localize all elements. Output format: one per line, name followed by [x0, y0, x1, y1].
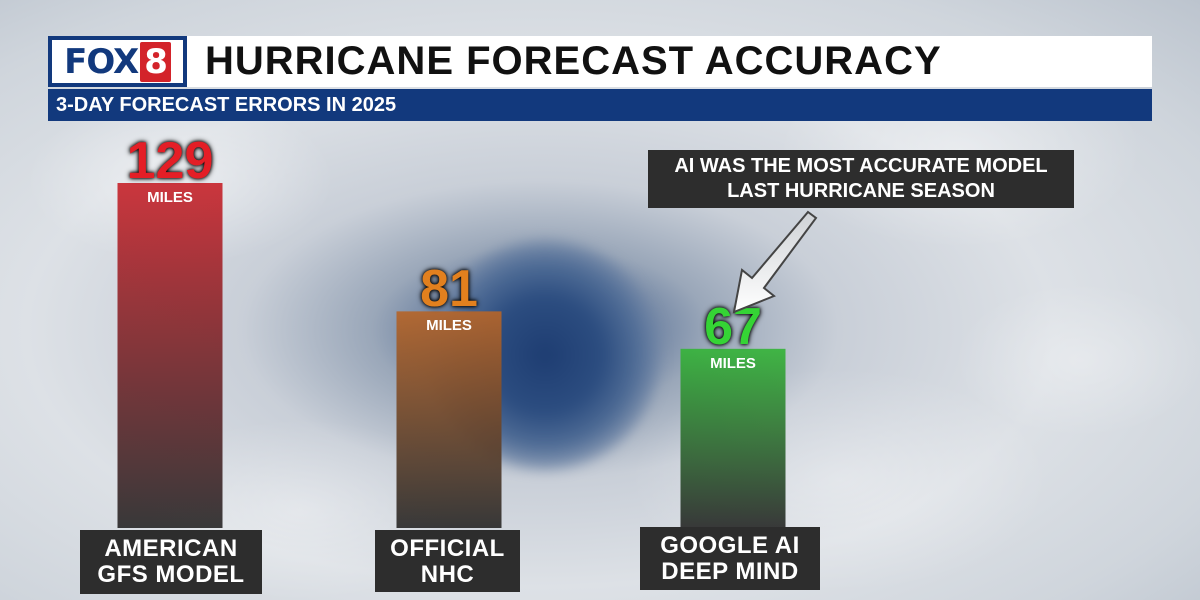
category-label-2: GOOGLE AI DEEP MIND: [640, 527, 820, 590]
fox8-logo: FOX 8: [48, 36, 187, 87]
bar-unit-label-1: MILES: [426, 317, 472, 335]
bar-2: [680, 348, 786, 528]
bar-unit-label-2: MILES: [710, 354, 756, 372]
category-label-1: OFFICIAL NHC: [375, 530, 520, 592]
category-label-0: AMERICAN GFS MODEL: [80, 530, 262, 594]
bar-value-label-0: 129: [126, 132, 214, 190]
header-banner: FOX 8 HURRICANE FORECAST ACCURACY: [48, 36, 1152, 87]
bar-value-label-1: 81: [420, 260, 478, 319]
bar-1: [396, 311, 502, 528]
bar-0: [117, 183, 223, 528]
callout-arrow-icon: [732, 210, 818, 314]
bar-unit-label-0: MILES: [147, 189, 193, 206]
logo-number: 8: [140, 41, 171, 82]
logo-text: FOX: [64, 41, 139, 82]
page-title: HURRICANE FORECAST ACCURACY: [205, 39, 942, 83]
subtitle: 3-DAY FORECAST ERRORS IN 2025: [56, 93, 397, 116]
ai-callout: AI WAS THE MOST ACCURATE MODEL LAST HURR…: [648, 150, 1074, 208]
subtitle-bar: 3-DAY FORECAST ERRORS IN 2025: [48, 89, 1152, 121]
bar-value-label-2: 67: [704, 297, 762, 356]
